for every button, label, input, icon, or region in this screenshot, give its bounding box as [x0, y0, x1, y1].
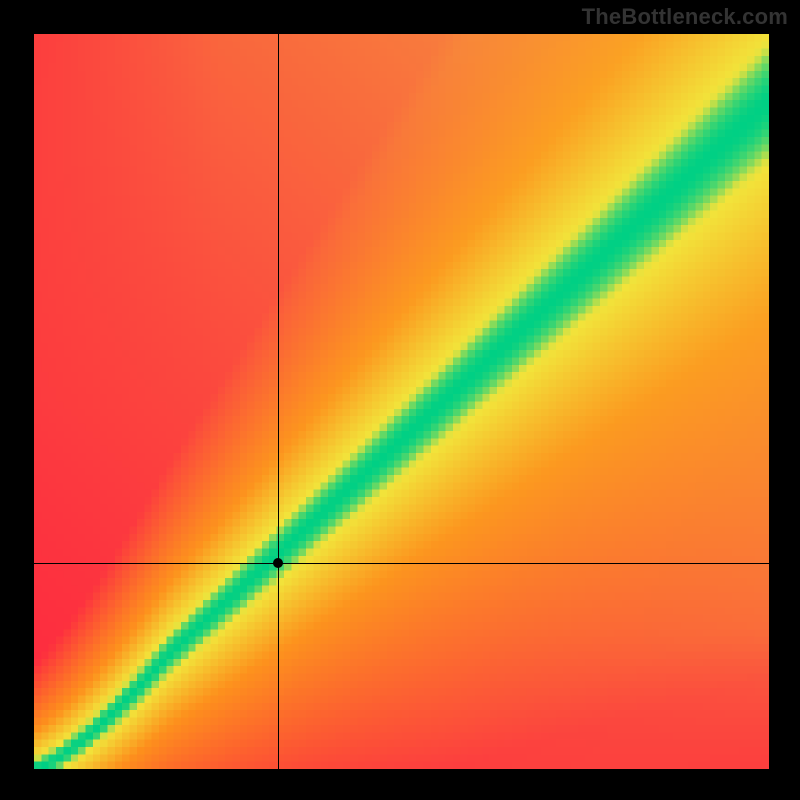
crosshair-vertical-line	[278, 34, 279, 769]
watermark-text: TheBottleneck.com	[582, 4, 788, 30]
bottleneck-heatmap	[34, 34, 769, 769]
crosshair-horizontal-line	[34, 563, 769, 564]
stage: TheBottleneck.com	[0, 0, 800, 800]
